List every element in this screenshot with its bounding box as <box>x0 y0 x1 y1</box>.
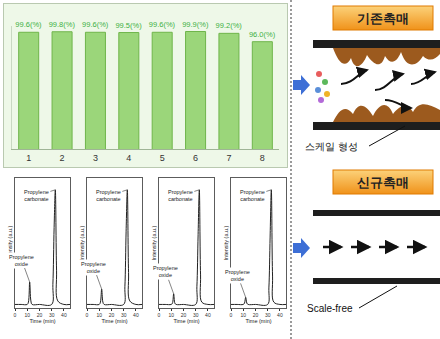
svg-text:4: 4 <box>126 153 131 163</box>
svg-text:8: 8 <box>260 153 265 163</box>
svg-text:Propyleneoxide: Propyleneoxide <box>225 269 250 282</box>
svg-text:Intensity (a.u.): Intensity (a.u.) <box>79 225 85 260</box>
svg-text:0: 0 <box>14 312 17 318</box>
svg-text:Time (min): Time (min) <box>173 318 199 324</box>
svg-text:99.5(%): 99.5(%) <box>115 21 142 30</box>
svg-text:Propylenecarbonate: Propylenecarbonate <box>240 189 265 202</box>
svg-text:Propylenecarbonate: Propylenecarbonate <box>168 189 193 202</box>
svg-text:기존촉매: 기존촉매 <box>357 11 409 26</box>
svg-text:40: 40 <box>205 312 211 318</box>
svg-text:7: 7 <box>226 153 231 163</box>
svg-text:99.6(%): 99.6(%) <box>149 20 176 29</box>
svg-text:Intensity (a.u.): Intensity (a.u.) <box>151 225 157 260</box>
svg-text:10: 10 <box>24 312 30 318</box>
svg-text:5: 5 <box>160 153 165 163</box>
svg-text:99.6(%): 99.6(%) <box>15 20 42 29</box>
svg-text:10: 10 <box>168 312 174 318</box>
svg-text:2: 2 <box>60 153 65 163</box>
svg-text:0: 0 <box>230 312 233 318</box>
svg-text:6: 6 <box>193 153 198 163</box>
svg-text:Intensity (a.u.): Intensity (a.u.) <box>7 225 13 260</box>
svg-text:99.6(%): 99.6(%) <box>82 20 109 29</box>
svg-text:99.9(%): 99.9(%) <box>182 20 209 29</box>
svg-text:스케일 형성: 스케일 형성 <box>305 141 358 152</box>
svg-text:20: 20 <box>181 312 187 318</box>
svg-text:99.2(%): 99.2(%) <box>216 21 243 30</box>
svg-text:30: 30 <box>121 312 127 318</box>
svg-text:20: 20 <box>37 312 43 318</box>
svg-text:Propyleneoxide: Propyleneoxide <box>9 254 34 267</box>
svg-text:Time (min): Time (min) <box>29 318 55 324</box>
svg-text:30: 30 <box>49 312 55 318</box>
svg-text:0: 0 <box>86 312 89 318</box>
svg-text:신규촉매: 신규촉매 <box>357 175 409 190</box>
svg-text:Propyleneoxide: Propyleneoxide <box>153 265 178 278</box>
svg-text:1: 1 <box>26 153 31 163</box>
svg-text:Propyleneoxide: Propyleneoxide <box>81 261 106 274</box>
svg-text:Propylenecarbonate: Propylenecarbonate <box>96 189 121 202</box>
svg-text:96.0(%): 96.0(%) <box>249 30 276 39</box>
svg-text:40: 40 <box>277 312 283 318</box>
svg-text:30: 30 <box>265 312 271 318</box>
svg-text:Time (min): Time (min) <box>101 318 127 324</box>
svg-text:3: 3 <box>93 153 98 163</box>
svg-text:40: 40 <box>61 312 67 318</box>
svg-text:Propylenecarbonate: Propylenecarbonate <box>24 189 49 202</box>
svg-text:20: 20 <box>109 312 115 318</box>
svg-text:40: 40 <box>133 312 139 318</box>
svg-text:0: 0 <box>158 312 161 318</box>
svg-text:Time (min): Time (min) <box>245 318 271 324</box>
svg-text:30: 30 <box>193 312 199 318</box>
svg-text:10: 10 <box>96 312 102 318</box>
svg-text:99.8(%): 99.8(%) <box>49 20 76 29</box>
svg-text:10: 10 <box>240 312 246 318</box>
svg-text:20: 20 <box>253 312 259 318</box>
svg-text:Intensity (a.u.): Intensity (a.u.) <box>223 225 229 260</box>
svg-text:Scale-free: Scale-free <box>307 303 353 314</box>
